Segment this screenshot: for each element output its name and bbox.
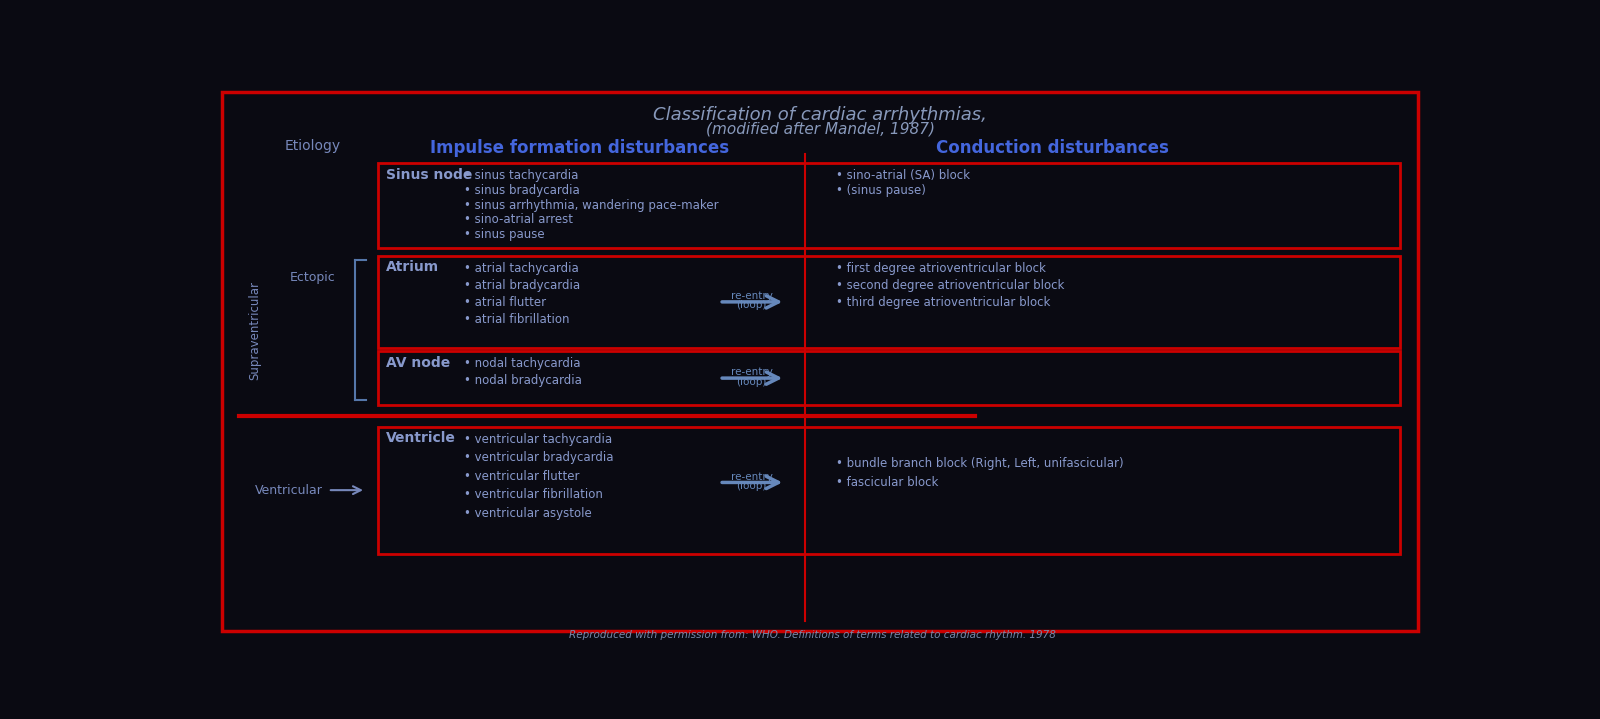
- Text: • nodal bradycardia: • nodal bradycardia: [464, 375, 581, 388]
- Text: Impulse formation disturbances: Impulse formation disturbances: [430, 139, 730, 157]
- Text: • second degree atrioventricular block: • second degree atrioventricular block: [835, 279, 1064, 292]
- Bar: [378, 256, 1400, 348]
- Text: Etiology: Etiology: [285, 139, 341, 152]
- Bar: [378, 351, 1400, 405]
- Text: Ectopic: Ectopic: [290, 271, 336, 284]
- Text: • fascicular block: • fascicular block: [835, 476, 938, 489]
- Text: • atrial flutter: • atrial flutter: [464, 296, 546, 308]
- Text: • (sinus pause): • (sinus pause): [835, 184, 925, 197]
- Text: AV node: AV node: [386, 356, 450, 370]
- Text: • nodal tachycardia: • nodal tachycardia: [464, 357, 579, 370]
- Text: • ventricular flutter: • ventricular flutter: [464, 470, 579, 482]
- Text: Ventricle: Ventricle: [386, 431, 456, 445]
- Text: (loop): (loop): [736, 301, 766, 311]
- Text: • sinus bradycardia: • sinus bradycardia: [464, 184, 579, 197]
- Bar: [378, 426, 1400, 554]
- Text: • atrial tachycardia: • atrial tachycardia: [464, 262, 578, 275]
- Text: • sinus tachycardia: • sinus tachycardia: [464, 170, 578, 183]
- Text: re-entry: re-entry: [731, 291, 773, 301]
- Text: • sino-atrial arrest: • sino-atrial arrest: [464, 214, 573, 226]
- Text: • ventricular tachycardia: • ventricular tachycardia: [464, 433, 611, 446]
- Text: re-entry: re-entry: [731, 472, 773, 482]
- Text: • sinus arrhythmia, wandering pace-maker: • sinus arrhythmia, wandering pace-maker: [464, 198, 718, 211]
- Text: • atrial bradycardia: • atrial bradycardia: [464, 279, 579, 292]
- Text: (loop): (loop): [736, 481, 766, 491]
- Text: • third degree atrioventricular block: • third degree atrioventricular block: [835, 296, 1050, 308]
- Text: • ventricular asystole: • ventricular asystole: [464, 507, 592, 520]
- Text: Atrium: Atrium: [386, 260, 438, 275]
- Text: • sinus pause: • sinus pause: [464, 228, 544, 241]
- Text: Sinus node: Sinus node: [386, 168, 472, 182]
- Text: • atrial fibrillation: • atrial fibrillation: [464, 313, 570, 326]
- Text: Ventricular: Ventricular: [254, 484, 323, 497]
- Text: • sino-atrial (SA) block: • sino-atrial (SA) block: [835, 170, 970, 183]
- Bar: [378, 163, 1400, 248]
- Text: • ventricular bradycardia: • ventricular bradycardia: [464, 452, 613, 464]
- Text: (loop): (loop): [736, 377, 766, 387]
- Text: • ventricular fibrillation: • ventricular fibrillation: [464, 488, 602, 501]
- Text: re-entry: re-entry: [731, 367, 773, 377]
- Text: Conduction disturbances: Conduction disturbances: [936, 139, 1170, 157]
- Text: Supraventricular: Supraventricular: [248, 281, 261, 380]
- Text: • first degree atrioventricular block: • first degree atrioventricular block: [835, 262, 1045, 275]
- Text: (modified after Mandel, 1987): (modified after Mandel, 1987): [706, 122, 934, 137]
- Text: Classification of cardiac arrhythmias,: Classification of cardiac arrhythmias,: [653, 106, 987, 124]
- Text: Reproduced with permission from: WHO. Definitions of terms related to cardiac rh: Reproduced with permission from: WHO. De…: [570, 630, 1056, 640]
- Text: • bundle branch block (Right, Left, unifascicular): • bundle branch block (Right, Left, unif…: [835, 457, 1123, 470]
